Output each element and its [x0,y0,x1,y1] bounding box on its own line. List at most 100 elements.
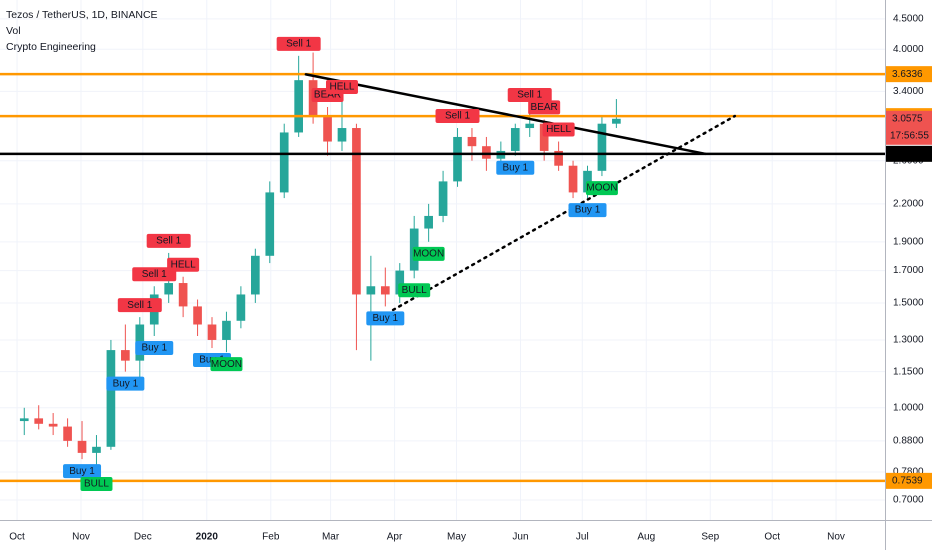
last-price-box [886,110,932,145]
candle-body [63,426,72,441]
candle-body [106,350,116,447]
signal-box [507,88,552,103]
x-tick-label: Aug [637,532,655,543]
signal-label: Buy 1 [502,162,528,173]
x-tick-label: Oct [764,532,780,543]
y-tick-label: 1.7000 [893,265,924,276]
level-label: 3.6336 [892,69,923,80]
candle-body [539,123,549,151]
candle-body [612,118,621,124]
x-tick-label: Jun [512,532,528,543]
signal-box [496,160,535,175]
candle-body [366,286,376,295]
candle-body [510,128,520,151]
candle-body [279,132,289,193]
x-tick-label: Nov [72,532,90,543]
signal-box [325,80,358,95]
y-tick-label: 1.3000 [893,335,924,346]
level-label-box [886,472,932,489]
candle-body [294,80,303,133]
signal-label: HELL [171,259,196,270]
candle-body [337,128,347,142]
level-label-box [886,145,932,162]
signal-box [542,122,575,137]
chart-title: Tezos / TetherUS, 1D, BINANCE [6,9,158,21]
y-tick-label: 1.0000 [893,402,924,413]
indicator-name: Vol [6,25,21,37]
signal-label: HELL [546,124,571,135]
candle-body [424,215,433,229]
signal-box [568,203,607,218]
signal-label: Buy 1 [69,466,95,477]
signal-label: BULL [84,479,109,490]
trend-line [391,114,737,312]
signal-label: BULL [402,285,427,296]
signal-box [398,283,431,298]
candle-body [207,324,217,340]
candle-body [77,440,87,453]
signal-box [167,257,200,272]
candle-body [380,286,390,295]
signal-box [80,477,113,492]
last-price-label: 3.0575 [892,113,923,124]
level-label: 0.7539 [892,475,923,486]
signal-label: Buy 1 [575,205,601,216]
indicator-name: Crypto Engineering [6,41,96,53]
signal-label: Buy 1 [373,313,399,324]
signal-label: Sell 1 [127,300,152,311]
candle-body [236,294,246,321]
candle-body [19,418,29,422]
x-tick-label: Apr [387,532,403,543]
x-tick-label: Mar [322,532,340,543]
y-tick-label: 0.8800 [893,435,924,446]
signal-label: MOON [586,183,617,194]
candle-body [554,150,563,166]
y-tick-label: 4.5000 [893,13,924,24]
y-tick-label: 2.2000 [893,199,924,210]
signal-box [132,267,177,282]
candle-body [352,128,361,295]
signal-label: MOON [211,359,242,370]
signal-box [276,36,321,51]
y-tick-label: 1.9000 [893,236,924,247]
y-tick-label: 1.1500 [893,366,924,377]
signal-label: HELL [329,82,354,93]
y-tick-label: 1.5000 [893,298,924,309]
signal-box [146,233,191,248]
x-tick-label: May [447,532,466,543]
signal-box [117,298,162,313]
y-tick-label: 4.0000 [893,44,924,55]
candle-body [251,255,260,295]
signal-box [585,181,618,196]
x-tick-label: Feb [262,532,280,543]
signal-label: BEAR [314,90,341,101]
signal-label: Buy 1 [141,343,167,354]
x-tick-label: Oct [9,532,25,543]
signal-label: Sell 1 [517,90,542,101]
level-label-box [886,66,932,83]
signal-label: Sell 1 [156,236,181,247]
signal-box [210,357,243,372]
signal-box [106,376,145,391]
candle-body [164,283,174,295]
candle-body [467,136,477,147]
candle-body [48,423,58,427]
candle-body [395,270,405,295]
candle-body [482,146,491,159]
signal-label: Sell 1 [445,111,470,122]
candle-body [265,192,275,256]
candle-body [323,115,332,142]
x-tick-label: Sep [701,532,719,543]
candle-body [193,306,202,325]
signal-box [135,341,174,356]
x-tick-label: Jul [576,532,589,543]
signal-label: MOON [413,248,444,259]
candle-body [438,181,448,216]
candle-body [597,123,607,171]
signal-label: Sell 1 [142,269,167,280]
y-tick-label: 3.4000 [893,86,924,97]
signal-box [435,109,480,124]
trend-line [304,73,707,156]
signal-label: Buy 1 [113,378,139,389]
